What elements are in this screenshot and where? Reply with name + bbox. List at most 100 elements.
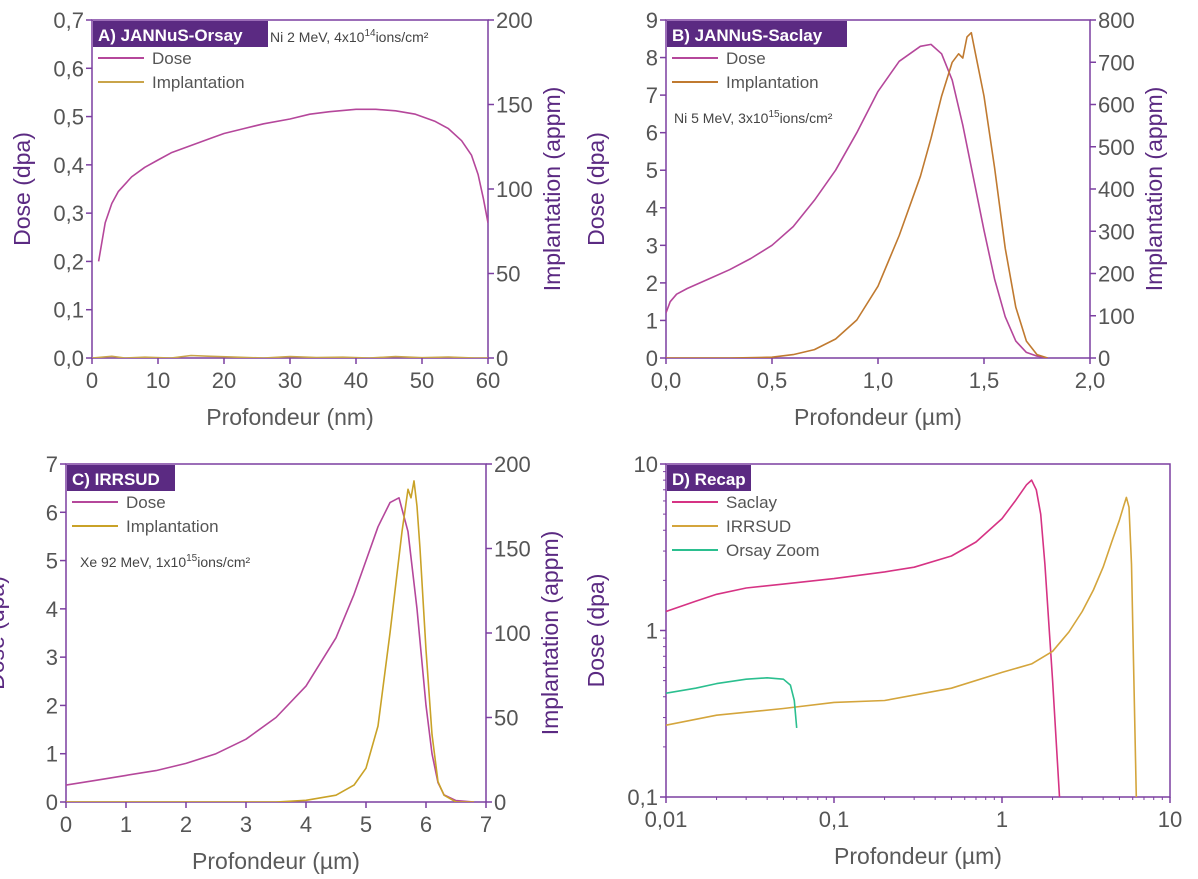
x-tick-label: 1,5	[969, 368, 1000, 393]
x-tick-label: 5	[360, 812, 372, 837]
x-tick-label: 4	[300, 812, 312, 837]
x-tick-label: 3	[240, 812, 252, 837]
y2-tick-label: 100	[1098, 304, 1135, 329]
series-line-implantation	[66, 480, 474, 802]
y-axis-label: Dose (dpa)	[583, 132, 609, 246]
series-line-dose	[66, 496, 475, 802]
y-tick-label: 0,0	[53, 346, 84, 371]
y-tick-label: 8	[646, 46, 658, 71]
legend-label: Implantation	[726, 73, 819, 92]
y-tick-label: 0,1	[627, 785, 658, 810]
y2-tick-label: 400	[1098, 177, 1135, 202]
ion-fluence-note: Ni 5 MeV, 3x1015ions/cm²	[674, 109, 833, 126]
y2-axis-label: Implantation (appm)	[1141, 87, 1167, 292]
x-tick-label: 10	[146, 368, 170, 393]
y2-tick-label: 100	[494, 621, 531, 646]
series-line-saclay	[666, 479, 1061, 797]
y2-tick-label: 50	[494, 706, 518, 731]
y2-tick-label: 500	[1098, 135, 1135, 160]
y-tick-label: 7	[646, 83, 658, 108]
x-axis-label: Profondeur (nm)	[206, 404, 373, 430]
y2-tick-label: 200	[1098, 262, 1135, 287]
x-tick-label: 2	[180, 812, 192, 837]
series-line-irrsud	[666, 496, 1138, 797]
x-tick-label: 0,01	[645, 807, 688, 832]
y-tick-label: 3	[46, 645, 58, 670]
panel-tag: A) JANNuS-Orsay	[98, 26, 243, 45]
y2-tick-label: 200	[494, 452, 531, 477]
x-tick-label: 40	[344, 368, 368, 393]
y-tick-label: 7	[46, 452, 58, 477]
y2-tick-label: 0	[494, 790, 506, 815]
panel-a: 0 10 20 30 40 50 60 0,0 0,1 0,2 0,3 0,4 0,5 0,6 0,7 0 50…	[9, 8, 565, 430]
panel-tag: D) Recap	[672, 470, 746, 489]
panel-tag-bg	[93, 21, 268, 47]
y2-tick-label: 0	[496, 346, 508, 371]
y2-tick-label: 150	[494, 537, 531, 562]
x-axis-label: Profondeur (µm)	[834, 843, 1002, 869]
legend-label: IRRSUD	[726, 517, 791, 536]
plot-frame	[65, 463, 487, 803]
series-line-dose	[97, 108, 488, 262]
y-tick-label: 0,1	[53, 298, 84, 323]
y-tick-label: 1	[646, 619, 658, 644]
y-tick-label: 6	[646, 121, 658, 146]
plot-frame	[665, 463, 1171, 798]
series-line-implantation	[92, 354, 488, 358]
y-tick-label: 1	[46, 742, 58, 767]
legend-label: Dose	[126, 493, 166, 512]
x-axis-label: Profondeur (µm)	[192, 848, 360, 874]
panel-tag: C) IRRSUD	[72, 470, 160, 489]
x-tick-label: 20	[212, 368, 236, 393]
y-tick-label: 0,6	[53, 56, 84, 81]
series-line-implantation	[666, 31, 1048, 358]
x-tick-label: 0	[60, 812, 72, 837]
y-tick-label: 3	[646, 233, 658, 258]
y2-tick-label: 0	[1098, 346, 1110, 371]
legend-label: Dose	[726, 49, 766, 68]
y-tick-label: 0,4	[53, 153, 84, 178]
x-tick-label: 1	[120, 812, 132, 837]
legend-label: Orsay Zoom	[726, 541, 820, 560]
y-axis-label: Dose (dpa)	[583, 574, 609, 688]
y2-tick-label: 600	[1098, 93, 1135, 118]
panel-tag-bg	[67, 465, 175, 491]
x-tick-label: 7	[480, 812, 492, 837]
y-tick-label: 1	[646, 308, 658, 333]
y-tick-label: 0,2	[53, 249, 84, 274]
ion-fluence-note: Xe 92 MeV, 1x1015ions/cm²	[80, 553, 250, 570]
panel-tag-bg	[667, 21, 847, 47]
legend-label: Implantation	[126, 517, 219, 536]
y-tick-label: 6	[46, 500, 58, 525]
x-tick-label: 50	[410, 368, 434, 393]
y2-tick-label: 700	[1098, 50, 1135, 75]
x-tick-label: 1,0	[863, 368, 894, 393]
y2-tick-label: 50	[496, 262, 520, 287]
x-tick-label: 60	[476, 368, 500, 393]
y-tick-label: 2	[646, 271, 658, 296]
y2-axis-label: Implantation (appm)	[539, 87, 565, 292]
plot-frame	[91, 19, 489, 359]
y-axis-label: Dose (dpa)	[9, 132, 35, 246]
plot-frame	[665, 19, 1091, 359]
y-axis-label: Dose (dpa)	[0, 576, 9, 690]
y-tick-label: 0	[46, 790, 58, 815]
y2-tick-label: 300	[1098, 219, 1135, 244]
y-tick-label: 5	[646, 158, 658, 183]
x-tick-label: 0,0	[651, 368, 682, 393]
y2-axis-label: Implantation (appm)	[537, 531, 563, 736]
y-tick-label: 0,3	[53, 201, 84, 226]
y-tick-label: 0,7	[53, 8, 84, 33]
y2-tick-label: 100	[496, 177, 533, 202]
x-tick-label: 30	[278, 368, 302, 393]
x-tick-label: 2,0	[1075, 368, 1106, 393]
y-tick-label: 0,5	[53, 105, 84, 130]
panel-tag: B) JANNuS-Saclay	[672, 26, 823, 45]
legend-label: Saclay	[726, 493, 778, 512]
panel-tag-bg	[667, 465, 751, 491]
y-tick-label: 4	[646, 196, 658, 221]
x-tick-label: 1	[996, 807, 1008, 832]
